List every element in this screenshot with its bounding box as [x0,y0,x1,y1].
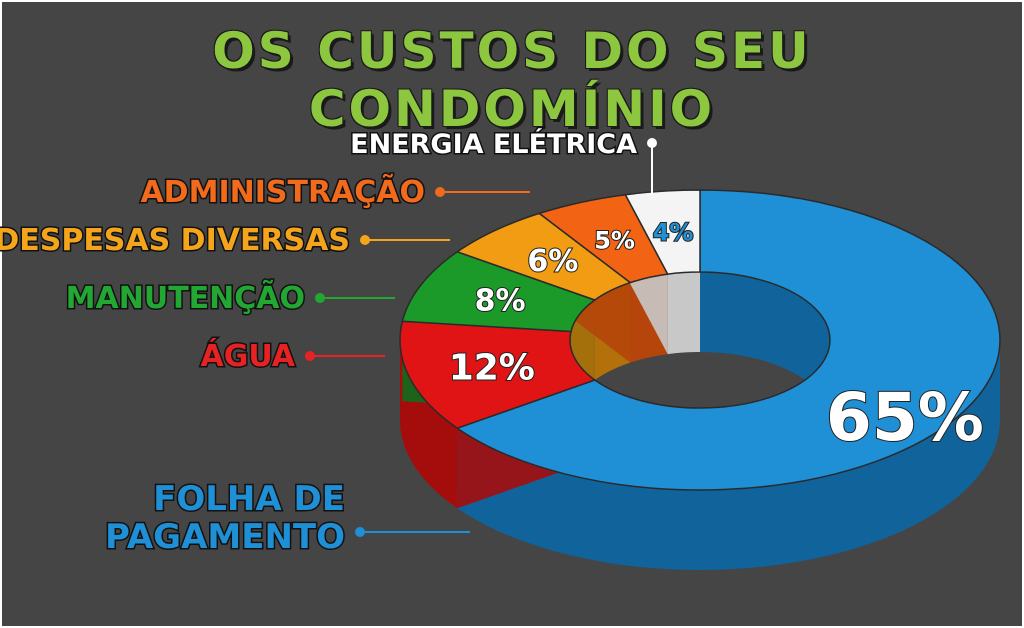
slice-side-0-outer [457,340,1001,571]
slice-tops [399,189,1001,491]
slice-side-0-inner [700,272,830,420]
slice-value-label: 5% [594,226,635,254]
slice-value-labels: 65% 12% 8%6% 5% 4% [448,217,985,456]
slice-side-1-outer [400,340,458,509]
slice-value-label: 8% [475,283,526,318]
slice-energia-eletrica [624,189,701,275]
legend-label-2: MANUTENÇÃO [66,279,305,316]
legend-label-1: ÁGUA [201,338,296,374]
legend-label-0: PAGAMENTO [105,517,345,557]
slice-folha-de-pagamento [455,189,1001,491]
slice-side-5-inner [667,271,700,355]
legend-label-4: ADMINISTRAÇÃO [140,173,425,210]
slice-value-label: 6% [527,244,578,279]
chart-title: OS CUSTOS DO SEU CONDOMÍNIO [212,22,812,138]
slice-value-label: 65% [826,379,984,456]
slice-agua [399,320,597,430]
legend-label-5: ENERGIA ELÉTRICA [350,128,637,160]
legend-label-3: DESPESAS DIVERSAS [0,223,350,258]
slice-value-label: 12% [449,348,535,389]
slice-value-label: 4% [653,218,694,246]
legend-label-0: FOLHA DE [153,479,345,519]
